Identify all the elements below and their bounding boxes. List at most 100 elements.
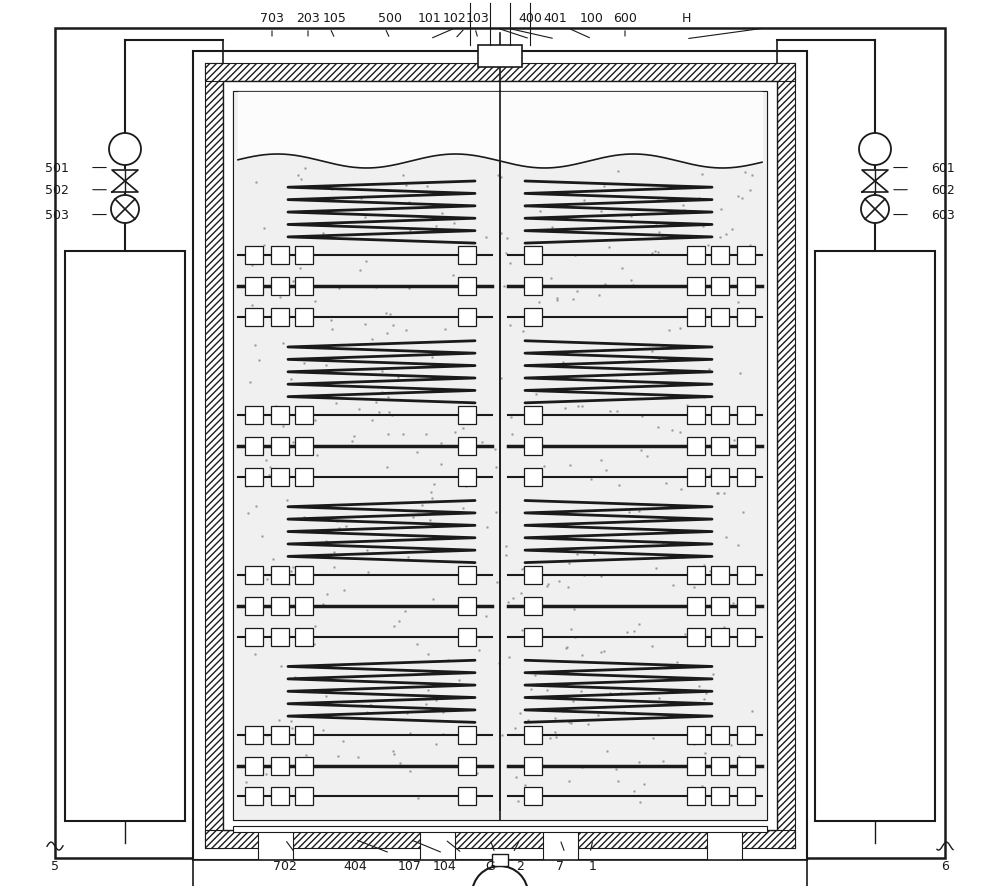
Point (591, 289, 607, 303)
Point (324, 323, 340, 337)
Point (602, 687, 618, 701)
Point (730, 295, 746, 309)
Point (580, 717, 596, 731)
Point (386, 747, 402, 761)
Bar (524, 469, 542, 486)
Point (246, 597, 262, 611)
Point (253, 445, 269, 459)
Point (423, 485, 439, 499)
Point (349, 159, 365, 174)
Point (493, 227, 509, 241)
Point (655, 536, 671, 550)
Point (493, 171, 509, 185)
Point (562, 458, 578, 472)
Circle shape (861, 196, 889, 224)
Point (315, 723, 331, 737)
Point (514, 623, 530, 637)
Point (336, 501, 352, 516)
Point (608, 762, 624, 776)
Point (392, 756, 408, 770)
Bar (711, 278, 729, 296)
Point (614, 261, 630, 276)
Bar (295, 469, 313, 486)
Point (318, 359, 334, 373)
Point (405, 510, 421, 525)
Bar (815, 252, 935, 821)
Point (559, 641, 575, 655)
Point (362, 697, 378, 711)
Point (602, 404, 618, 418)
Point (587, 349, 603, 363)
Point (552, 224, 568, 238)
Point (251, 354, 267, 368)
Bar (737, 757, 755, 774)
Point (259, 727, 275, 742)
Point (239, 766, 255, 781)
Point (273, 447, 289, 461)
Point (702, 469, 718, 483)
Point (569, 284, 585, 299)
Point (425, 593, 441, 607)
Point (500, 595, 516, 610)
Point (391, 614, 407, 628)
Bar (737, 788, 755, 805)
Point (503, 410, 519, 424)
Point (422, 513, 438, 527)
Point (610, 164, 626, 178)
Point (576, 194, 592, 208)
Point (716, 486, 732, 501)
Text: 203: 203 (296, 12, 320, 25)
Bar (524, 726, 542, 744)
Point (713, 242, 729, 256)
Point (654, 340, 670, 354)
Point (490, 168, 506, 183)
Point (344, 434, 360, 448)
Point (456, 439, 472, 454)
Bar (687, 757, 705, 774)
Point (616, 704, 632, 719)
Bar (711, 628, 729, 646)
Point (247, 338, 263, 353)
Point (621, 355, 637, 369)
Bar (524, 278, 542, 296)
Point (521, 721, 537, 735)
Point (428, 736, 444, 750)
Point (737, 167, 753, 181)
Point (542, 732, 558, 746)
Point (576, 569, 592, 583)
Point (275, 336, 291, 350)
Bar (233, 826, 767, 832)
Point (593, 205, 609, 219)
Bar (271, 757, 289, 774)
Bar (295, 757, 313, 774)
Point (663, 191, 679, 206)
Bar (687, 469, 705, 486)
Point (424, 350, 440, 364)
Point (661, 323, 677, 338)
Point (681, 751, 697, 766)
Bar (687, 726, 705, 744)
Point (536, 460, 552, 474)
Point (271, 713, 287, 727)
Text: 404: 404 (343, 859, 367, 873)
Point (672, 425, 688, 439)
Bar (458, 788, 476, 805)
Point (385, 744, 401, 758)
Point (501, 650, 517, 664)
Point (353, 192, 369, 206)
Point (734, 720, 750, 734)
Bar (258, 830, 293, 868)
Bar (458, 628, 476, 646)
Bar (55, 29, 945, 858)
Bar (271, 597, 289, 615)
Text: 501: 501 (45, 162, 69, 175)
Point (363, 698, 379, 712)
Point (364, 413, 380, 427)
Point (611, 478, 627, 492)
Point (402, 764, 418, 778)
Point (379, 326, 395, 340)
Point (574, 649, 590, 663)
Point (381, 406, 397, 420)
Point (433, 457, 449, 471)
Point (596, 700, 612, 714)
